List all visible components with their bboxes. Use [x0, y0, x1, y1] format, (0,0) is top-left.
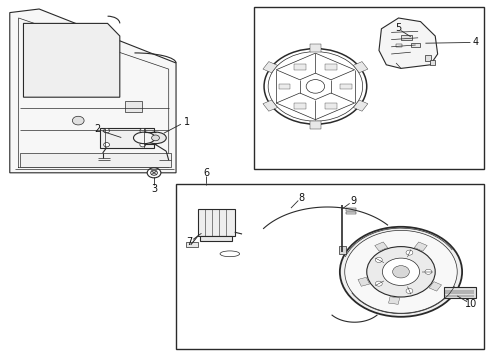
Bar [425, 55, 430, 61]
Circle shape [392, 266, 408, 278]
Bar [294, 64, 305, 69]
Circle shape [375, 281, 382, 286]
Circle shape [424, 269, 431, 274]
Polygon shape [428, 282, 441, 291]
Bar [254, 7, 483, 169]
Text: 3: 3 [151, 184, 157, 194]
Bar [395, 44, 401, 47]
Circle shape [366, 247, 434, 297]
Bar [443, 287, 475, 298]
Polygon shape [388, 297, 399, 304]
Circle shape [339, 227, 461, 317]
Circle shape [140, 129, 145, 133]
Polygon shape [378, 18, 437, 68]
Text: 5: 5 [395, 23, 401, 33]
Circle shape [267, 51, 362, 121]
Text: 7: 7 [186, 237, 192, 247]
Bar [293, 103, 305, 109]
Circle shape [375, 257, 382, 262]
Circle shape [150, 170, 157, 175]
Circle shape [305, 80, 324, 93]
Bar [124, 101, 142, 112]
Polygon shape [309, 44, 321, 51]
Bar [100, 128, 154, 148]
Polygon shape [263, 62, 277, 73]
Ellipse shape [133, 132, 155, 144]
Polygon shape [23, 23, 120, 97]
Polygon shape [263, 100, 277, 111]
Text: 1: 1 [183, 117, 189, 127]
Polygon shape [413, 242, 427, 251]
Ellipse shape [144, 132, 166, 144]
Circle shape [344, 230, 456, 313]
Text: 4: 4 [471, 37, 477, 48]
Circle shape [140, 143, 145, 147]
Bar [400, 35, 411, 40]
Polygon shape [374, 242, 387, 251]
Text: 10: 10 [464, 299, 476, 309]
Bar [346, 212, 355, 214]
Circle shape [103, 129, 109, 133]
Bar [20, 153, 171, 167]
Polygon shape [353, 62, 367, 73]
Circle shape [151, 135, 159, 141]
Circle shape [72, 116, 84, 125]
Polygon shape [357, 277, 369, 286]
Bar [346, 208, 355, 211]
Bar [278, 84, 290, 89]
Text: 2: 2 [95, 124, 101, 134]
Bar [324, 103, 336, 109]
Bar [198, 209, 234, 236]
Circle shape [264, 49, 366, 124]
Bar [176, 184, 483, 349]
Circle shape [382, 258, 419, 285]
Bar [324, 64, 336, 69]
Bar [185, 242, 198, 247]
Circle shape [405, 288, 412, 293]
Polygon shape [309, 121, 321, 129]
Ellipse shape [220, 251, 239, 257]
Circle shape [147, 168, 161, 178]
Polygon shape [353, 100, 367, 111]
Polygon shape [10, 9, 176, 173]
Bar [338, 246, 345, 254]
Circle shape [103, 143, 109, 147]
Bar [200, 236, 232, 241]
Bar [340, 84, 351, 89]
Text: 6: 6 [203, 168, 209, 178]
Text: 8: 8 [298, 193, 304, 203]
Text: 9: 9 [349, 195, 355, 206]
Bar [429, 60, 434, 65]
Circle shape [405, 250, 412, 255]
Bar [410, 43, 419, 47]
